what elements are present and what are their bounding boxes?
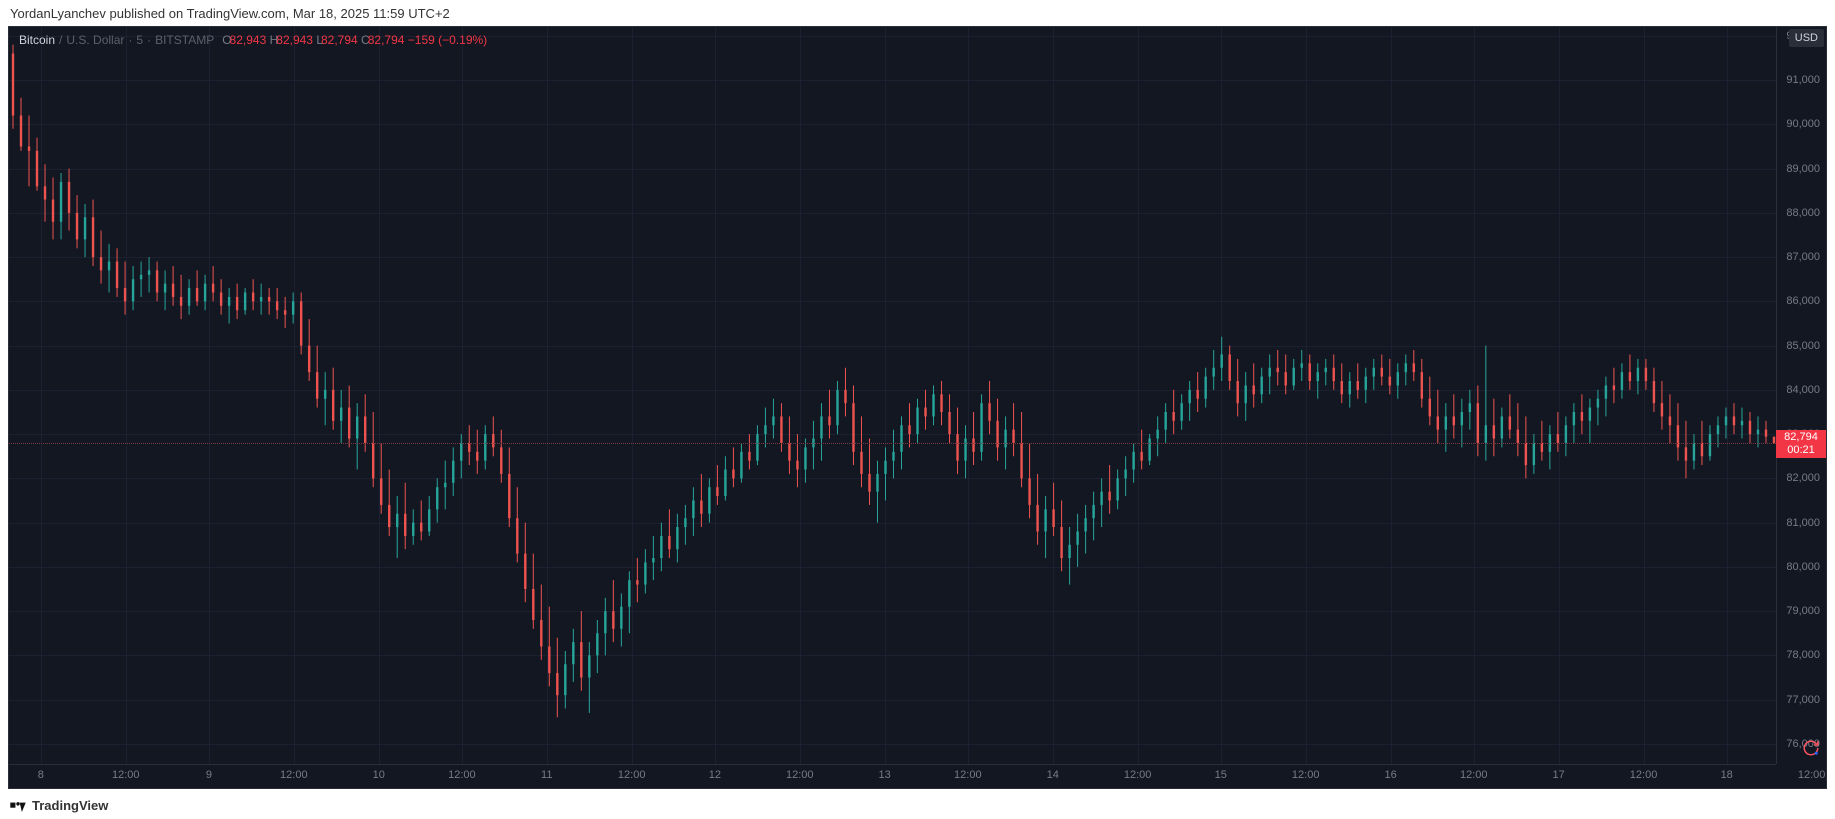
ohlc-o: 82,943 (230, 33, 267, 47)
x-tick-label: 13 (879, 769, 891, 781)
chart-legend: Bitcoin / U.S. Dollar · 5 · BITSTAMP O82… (19, 33, 487, 47)
x-tick-label: 12 (709, 769, 721, 781)
x-tick-label: 12:00 (618, 769, 646, 781)
x-tick-label: 17 (1553, 769, 1565, 781)
y-tick-label: 91,000 (1786, 74, 1820, 86)
x-axis[interactable]: 8 12:00 9 12:00 10 12:00 11 12:00 12 12:00 13 12:00… (9, 764, 1776, 788)
ohlc-l: 82,794 (321, 33, 358, 47)
price-tag-value: 82,794 (1776, 431, 1826, 444)
ohlc-h: 82,943 (276, 33, 313, 47)
y-tick-label: 87,000 (1786, 251, 1820, 263)
x-tick-label: 12:00 (1292, 769, 1320, 781)
publish-header: YordanLyanchev published on TradingView.… (0, 0, 1835, 27)
x-tick-label: 12:00 (1630, 769, 1658, 781)
x-tick-label: 12:00 (112, 769, 140, 781)
x-tick-label: 12:00 (280, 769, 308, 781)
legend-sep: / (59, 33, 62, 47)
legend-dot: · (147, 33, 151, 47)
x-tick-label: 10 (373, 769, 385, 781)
x-tick-label: 18 (1721, 769, 1733, 781)
symbol-name: Bitcoin (19, 33, 55, 47)
legend-dot: · (128, 33, 132, 47)
quote-name: U.S. Dollar (66, 33, 124, 47)
x-tick-label: 15 (1215, 769, 1227, 781)
x-tick-label: 11 (541, 769, 552, 781)
y-tick-label: 78,000 (1786, 649, 1820, 661)
price-tag-countdown: 00:21 (1776, 444, 1826, 457)
x-tick-label: 12:00 (786, 769, 814, 781)
exchange-name: BITSTAMP (155, 33, 214, 47)
y-tick-label: 84,000 (1786, 384, 1820, 396)
ohlc-block: O82,943 H82,943 L82,794 C82,794 −159 (−0… (222, 33, 487, 47)
y-tick-label: 80,000 (1786, 561, 1820, 573)
y-tick-label: 86,000 (1786, 295, 1820, 307)
currency-badge[interactable]: USD (1789, 29, 1824, 47)
chart-container[interactable]: USD Bitcoin / U.S. Dollar · 5 · BITSTAMP… (8, 26, 1827, 789)
ohlc-change: −159 (−0.19%) (408, 33, 487, 47)
y-tick-label: 79,000 (1786, 605, 1820, 617)
y-tick-label: 90,000 (1786, 118, 1820, 130)
footer-text: TradingView (32, 798, 108, 813)
y-tick-label: 81,000 (1786, 517, 1820, 529)
y-tick-label: 88,000 (1786, 207, 1820, 219)
x-tick-label: 12:00 (954, 769, 982, 781)
x-tick-label: 12:00 (1460, 769, 1488, 781)
y-axis[interactable]: 92,00091,00090,00089,00088,00087,00086,0… (1776, 27, 1826, 764)
chart-plot-area[interactable] (9, 27, 1776, 764)
tradingview-logo-icon (10, 800, 26, 812)
x-tick-label: 12:00 (1124, 769, 1152, 781)
ohlc-c: 82,794 (368, 33, 405, 47)
footer-brand: TradingView (10, 798, 108, 813)
x-tick-label: 14 (1047, 769, 1059, 781)
x-tick-label: 16 (1384, 769, 1396, 781)
y-tick-label: 77,000 (1786, 694, 1820, 706)
interval: 5 (136, 33, 143, 47)
current-price-tag disabled-tag: 82,79400:21 (1776, 430, 1826, 458)
y-tick-label: 89,000 (1786, 163, 1820, 175)
y-tick-label: 82,000 (1786, 472, 1820, 484)
x-tick-label: 12:00 (1798, 769, 1826, 781)
publish-text: YordanLyanchev published on TradingView.… (10, 6, 450, 21)
refresh-icon[interactable] (1802, 739, 1820, 760)
y-tick-label: 85,000 (1786, 340, 1820, 352)
candlestick-series (9, 27, 1778, 766)
x-tick-label: 12:00 (448, 769, 476, 781)
x-tick-label: 9 (206, 769, 212, 781)
x-tick-label: 8 (38, 769, 44, 781)
current-price-line (9, 443, 1776, 444)
